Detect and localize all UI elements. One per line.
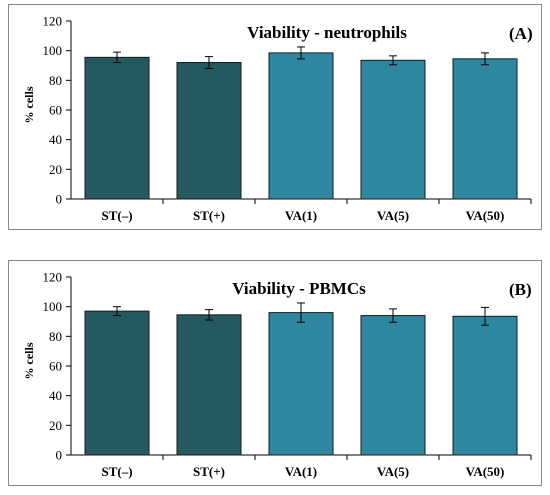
chart-b-title: Viability - PBMCs xyxy=(232,279,366,298)
chart-panel-a: % cells Viability - neutrophils (A) 0 20 4… xyxy=(8,4,542,230)
chart-a-y-tick-label: 40 xyxy=(49,132,62,147)
chart-a-bar xyxy=(176,62,242,200)
chart-b-category-label: ST(+) xyxy=(193,464,225,479)
chart-b-bar xyxy=(452,315,518,456)
chart-b-y-tick-label: 20 xyxy=(49,418,62,433)
chart-b-panel-label: (B) xyxy=(509,280,532,299)
chart-b-category-label: VA(50) xyxy=(466,464,505,479)
chart-b-bar xyxy=(268,312,334,456)
chart-a-title: Viability - neutrophils xyxy=(247,23,407,42)
chart-a-ylabel: % cells xyxy=(22,86,36,123)
chart-a-y-tick-label: 20 xyxy=(49,162,62,177)
chart-b-y-tick-label: 80 xyxy=(49,329,62,344)
chart-b-bar xyxy=(360,315,426,456)
chart-a-bar xyxy=(268,52,334,200)
chart-a-bar xyxy=(84,56,150,200)
chart-a-category-label: ST(+) xyxy=(193,208,225,223)
chart-b-y-tick-label: 100 xyxy=(43,299,63,314)
chart-a-y-tick-label: 60 xyxy=(49,103,62,118)
chart-b-svg: % cells Viability - PBMCs (B) 0 20 40 60 80 1… xyxy=(22,270,532,480)
chart-a-category-label: ST(–) xyxy=(101,208,132,223)
chart-a-bar xyxy=(452,58,518,200)
chart-b-bar xyxy=(176,314,242,456)
chart-b-ylabel: % cells xyxy=(22,342,36,379)
chart-b-bar xyxy=(84,310,150,456)
chart-panel-b: % cells Viability - PBMCs (B) 0 20 40 60 80 1… xyxy=(8,260,542,486)
chart-b-category-label: ST(–) xyxy=(101,464,132,479)
chart-a-y-tick-label: 100 xyxy=(43,43,63,58)
chart-a-svg: % cells Viability - neutrophils (A) 0 20 4… xyxy=(22,14,533,224)
chart-a-panel-label: (A) xyxy=(509,24,533,43)
chart-b-y-tick-label: 120 xyxy=(43,270,63,285)
chart-a-category-label: VA(50) xyxy=(466,208,505,223)
chart-a-category-label: VA(1) xyxy=(285,208,317,223)
chart-b-y-tick-label: 0 xyxy=(56,448,63,463)
chart-a-y-tick-label: 120 xyxy=(43,14,63,29)
chart-b-category-label: VA(5) xyxy=(377,464,409,479)
chart-b-y-tick-label: 40 xyxy=(49,388,62,403)
chart-a-y-tick-label: 0 xyxy=(56,192,63,207)
chart-b-category-label: VA(1) xyxy=(285,464,317,479)
chart-a-bar xyxy=(360,59,426,200)
chart-a-y-tick-label: 80 xyxy=(49,73,62,88)
chart-b-y-tick-label: 60 xyxy=(49,359,62,374)
chart-a-category-label: VA(5) xyxy=(377,208,409,223)
